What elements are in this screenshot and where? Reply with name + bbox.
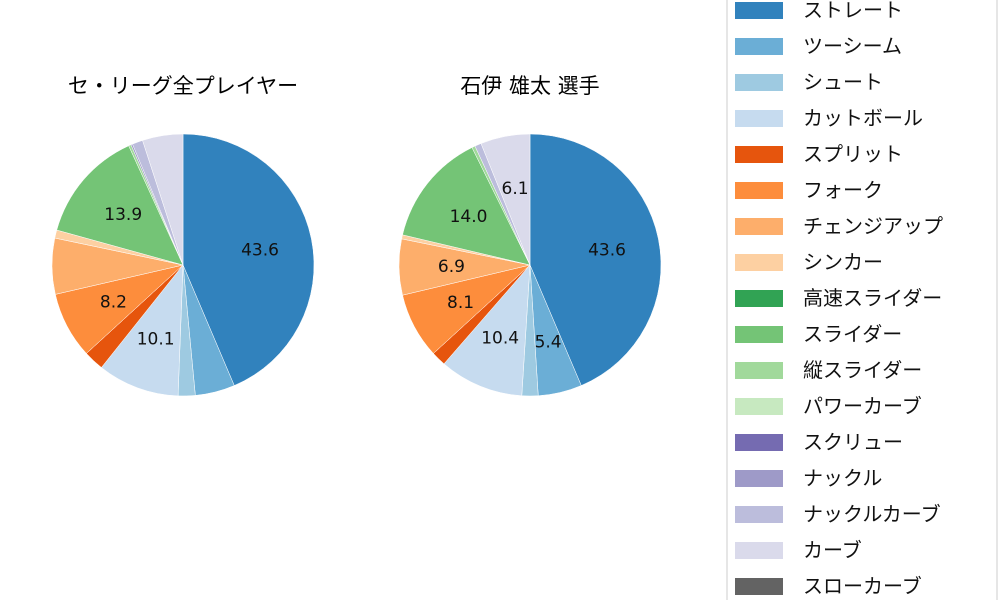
legend-swatch <box>735 362 783 379</box>
slice-label: 5.4 <box>535 332 562 352</box>
legend-entry: カットボール <box>803 106 923 130</box>
legend-swatch <box>735 74 783 91</box>
pie-title: 石伊 雄太 選手 <box>460 74 599 98</box>
legend-entry: ナックル <box>803 466 882 490</box>
legend-swatch <box>735 290 783 307</box>
slice-label: 43.6 <box>241 240 279 260</box>
legend-swatch <box>735 578 783 595</box>
legend-swatch <box>735 398 783 415</box>
legend-entry: シュート <box>803 70 883 94</box>
slice-label: 6.9 <box>438 257 465 277</box>
pie-slice-ストレート <box>529 133 662 386</box>
legend-entry: ツーシーム <box>803 34 902 58</box>
legend: ストレートツーシームシュートカットボールスプリットフォークチェンジアップシンカー… <box>726 0 998 600</box>
legend-entry: チェンジアップ <box>803 214 943 238</box>
pie-slice-カーブ <box>480 133 531 266</box>
slice-label: 13.9 <box>104 205 142 225</box>
slice-label: 8.2 <box>100 293 127 313</box>
pie-slice-カーブ <box>142 133 184 266</box>
pie-slice-カットボール <box>443 264 531 397</box>
legend-swatch <box>735 218 783 235</box>
legend-swatch <box>735 254 783 271</box>
pie-1: セ・リーグ全プレイヤー 43.6 10.1 8.2 13.9 <box>51 74 315 397</box>
slice-label: 43.6 <box>588 240 626 260</box>
pie-slice-カットボール <box>101 264 184 397</box>
legend-entry: スクリュー <box>803 430 903 454</box>
slice-label: 6.1 <box>502 179 529 199</box>
legend-swatch <box>735 110 783 127</box>
legend-swatch <box>735 542 783 559</box>
legend-swatch <box>735 434 783 451</box>
legend-entry: 高速スライダー <box>803 286 942 310</box>
legend-entry: シンカー <box>803 250 883 274</box>
legend-entry: ストレート <box>803 0 903 22</box>
legend-entry: フォーク <box>803 178 883 202</box>
legend-entry: スローカーブ <box>803 574 922 598</box>
pie-2: 石伊 雄太 選手 43.6 5.4 10.4 8.1 6.9 14.0 6.1 <box>398 74 662 397</box>
legend-entry: パワーカーブ <box>803 394 922 418</box>
pie-slice-スライダー <box>402 147 531 266</box>
pie-title: セ・リーグ全プレイヤー <box>68 74 298 98</box>
legend-entry: カーブ <box>803 538 862 562</box>
legend-swatch <box>735 326 783 343</box>
pie-slice-スライダー <box>56 145 184 266</box>
legend-swatch <box>735 2 783 19</box>
legend-entry: スライダー <box>803 322 902 346</box>
legend-entry: スプリット <box>803 142 903 166</box>
slice-label: 10.1 <box>137 330 175 350</box>
pie-slice-ストレート <box>182 133 315 386</box>
slice-label: 10.4 <box>481 329 519 349</box>
legend-entry: ナックルカーブ <box>803 502 941 526</box>
legend-swatch <box>735 182 783 199</box>
legend-swatch <box>735 38 783 55</box>
slice-label: 8.1 <box>447 293 474 313</box>
legend-entry: 縦スライダー <box>803 358 922 382</box>
legend-swatch <box>735 506 783 523</box>
legend-swatch <box>735 146 783 163</box>
legend-swatch <box>735 470 783 487</box>
slice-label: 14.0 <box>450 207 488 227</box>
